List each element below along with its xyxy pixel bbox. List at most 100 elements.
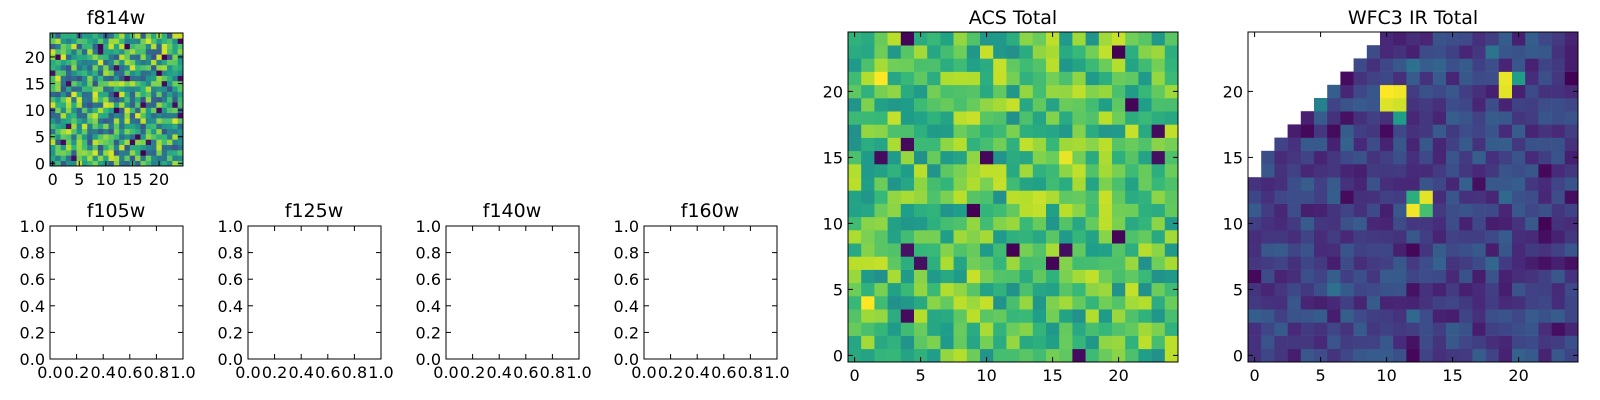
x-tick-label: 0.0 xyxy=(235,363,260,382)
heatmap-cell xyxy=(1366,111,1381,125)
heatmap-cell xyxy=(76,123,83,130)
y-tick-label: 0.8 xyxy=(218,244,243,263)
heatmap-cell xyxy=(1006,348,1020,363)
heatmap-cell xyxy=(927,84,941,99)
heatmap-cell xyxy=(108,43,115,50)
heatmap-cell xyxy=(81,75,88,82)
heatmap-cell xyxy=(1393,71,1407,86)
heatmap-cell xyxy=(940,164,954,178)
heatmap-cell xyxy=(1261,230,1275,244)
heatmap-cell xyxy=(1046,84,1060,99)
heatmap-cell xyxy=(1366,309,1381,323)
heatmap-cell xyxy=(1485,256,1500,270)
heatmap-cell xyxy=(1151,84,1166,99)
heatmap-cell xyxy=(1327,84,1341,99)
heatmap-cell xyxy=(1353,348,1368,363)
heatmap-cell xyxy=(966,164,981,178)
heatmap-cell xyxy=(161,160,168,167)
heatmap-cell xyxy=(1261,269,1275,284)
heatmap-cell xyxy=(135,134,141,140)
heatmap-cell xyxy=(119,80,125,87)
heatmap-cell xyxy=(113,86,120,92)
heatmap-cell xyxy=(172,155,178,161)
heatmap-cell xyxy=(1059,203,1073,218)
heatmap-cell xyxy=(1485,348,1500,363)
heatmap-cell xyxy=(1164,177,1179,191)
heatmap-cell xyxy=(81,134,88,140)
heatmap-cell xyxy=(1059,124,1073,138)
heatmap-cell xyxy=(140,54,147,60)
heatmap-cell xyxy=(927,282,941,297)
heatmap-cell xyxy=(1551,124,1566,138)
heatmap-cell xyxy=(848,348,862,363)
heatmap-cell xyxy=(124,80,131,87)
heatmap-cell xyxy=(1512,71,1526,86)
heatmap-cell xyxy=(1032,348,1047,363)
heatmap-cell xyxy=(966,230,981,244)
heatmap-cell xyxy=(108,107,115,114)
heatmap-cell xyxy=(140,150,147,156)
heatmap-cell xyxy=(900,111,915,125)
heatmap-cell xyxy=(1085,124,1100,138)
heatmap-cell xyxy=(1512,84,1526,99)
heatmap-cell xyxy=(1419,256,1434,270)
heatmap-cell xyxy=(861,32,875,46)
heatmap-cell xyxy=(1125,309,1139,323)
heatmap-cell xyxy=(993,71,1007,86)
heatmap-cell xyxy=(1498,230,1513,244)
heatmap-cell xyxy=(1538,150,1552,165)
heatmap-cell xyxy=(887,32,902,46)
y-tick-label: 15 xyxy=(1223,148,1243,167)
heatmap-cell xyxy=(113,70,120,76)
heatmap-cell xyxy=(76,91,83,98)
heatmap-cell xyxy=(887,348,902,363)
heatmap-cell xyxy=(966,243,981,257)
heatmap-cell xyxy=(1538,177,1552,191)
heatmap-cell xyxy=(1393,190,1407,204)
heatmap-cell xyxy=(1564,282,1579,297)
heatmap-cell xyxy=(953,32,968,46)
heatmap-cell xyxy=(966,335,981,350)
heatmap-cell xyxy=(55,150,61,156)
heatmap-cell xyxy=(1485,71,1500,86)
y-tick-label: 0.4 xyxy=(20,297,45,316)
heatmap-cell xyxy=(1112,309,1126,323)
heatmap-cell xyxy=(1472,230,1486,244)
heatmap-cell xyxy=(1112,71,1126,86)
heatmap-cell xyxy=(1406,216,1420,231)
heatmap-cell xyxy=(113,134,120,140)
heatmap-cell xyxy=(108,75,115,82)
heatmap-cell xyxy=(1138,309,1152,323)
heatmap-cell xyxy=(140,64,147,71)
heatmap-cell xyxy=(1019,45,1034,59)
heatmap-cell xyxy=(172,91,178,98)
heatmap-cell xyxy=(177,96,184,103)
heatmap-cell xyxy=(1432,58,1447,72)
heatmap-cell xyxy=(145,33,152,39)
axis-ticks: 0.0 0.2 0.4 0.6 0.8 1.00.00.20.40.60.81.0 xyxy=(218,217,394,382)
heatmap-cell xyxy=(1019,230,1034,244)
panel-title: f125w xyxy=(285,200,344,222)
heatmap-cell xyxy=(129,128,136,135)
x-tick-label: 5 xyxy=(1316,366,1326,385)
heatmap-cell xyxy=(1564,348,1579,363)
heatmap-cell xyxy=(124,64,131,71)
heatmap-cell xyxy=(1512,269,1526,284)
heatmap-cell xyxy=(914,124,928,138)
heatmap-cell xyxy=(966,150,981,165)
heatmap-cell xyxy=(861,322,875,336)
heatmap-cell xyxy=(65,118,72,124)
heatmap-cell xyxy=(60,54,67,60)
heatmap-cell xyxy=(1525,282,1539,297)
heatmap-cell xyxy=(1138,216,1152,231)
heatmap-cell xyxy=(1046,71,1060,86)
y-tick-label: 0.6 xyxy=(20,270,45,289)
heatmap-cell xyxy=(874,124,888,138)
heatmap-cell xyxy=(1380,309,1394,323)
heatmap-cell xyxy=(145,86,152,92)
heatmap-cell xyxy=(55,75,61,82)
heatmap-cell xyxy=(980,84,994,99)
heatmap-cell xyxy=(861,137,875,152)
heatmap-cell xyxy=(1564,45,1579,59)
heatmap-cell xyxy=(1032,164,1047,178)
